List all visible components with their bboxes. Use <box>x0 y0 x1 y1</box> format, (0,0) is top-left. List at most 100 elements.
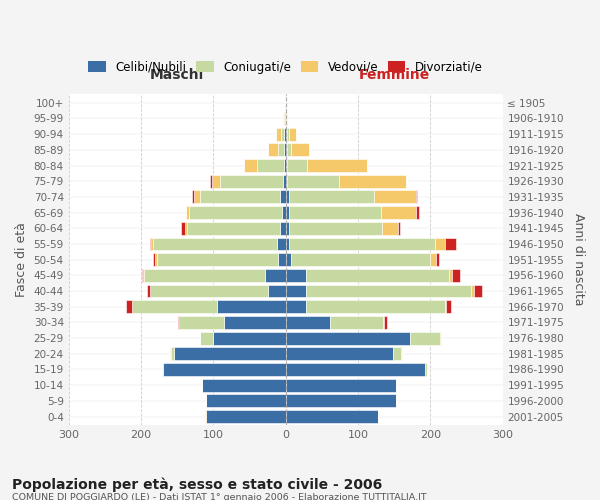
Bar <box>170 348 173 360</box>
Bar <box>213 332 286 344</box>
Bar <box>173 348 286 360</box>
Bar <box>306 269 449 282</box>
Bar <box>151 238 152 250</box>
Bar <box>283 112 284 125</box>
Bar <box>181 222 185 234</box>
Text: Femmine: Femmine <box>358 68 430 82</box>
Bar <box>224 316 286 329</box>
Bar <box>286 190 289 203</box>
Bar <box>286 112 287 125</box>
Bar <box>257 159 284 172</box>
Bar <box>410 332 440 344</box>
Text: Maschi: Maschi <box>150 68 204 82</box>
Bar <box>287 159 307 172</box>
Bar <box>280 222 286 234</box>
Bar <box>277 238 286 250</box>
Bar <box>280 190 286 203</box>
Bar <box>200 190 280 203</box>
Bar <box>286 378 396 392</box>
Bar <box>284 112 285 125</box>
Bar <box>186 206 190 219</box>
Bar <box>289 238 436 250</box>
Bar <box>286 300 306 313</box>
Y-axis label: Anni di nascita: Anni di nascita <box>572 214 585 306</box>
Bar <box>374 190 416 203</box>
Bar <box>286 284 306 298</box>
Bar <box>152 253 155 266</box>
Bar <box>392 348 401 360</box>
Bar <box>206 394 286 407</box>
Bar <box>149 238 151 250</box>
Bar <box>416 206 419 219</box>
Bar <box>283 175 286 188</box>
Bar <box>286 269 306 282</box>
Bar <box>202 378 286 392</box>
Bar <box>185 222 187 234</box>
Bar <box>194 190 200 203</box>
Bar <box>265 269 286 282</box>
Bar <box>331 316 383 329</box>
Bar <box>289 128 296 140</box>
Bar <box>286 206 289 219</box>
Bar <box>200 332 213 344</box>
Bar <box>290 144 309 156</box>
Bar <box>286 222 289 234</box>
Bar <box>286 394 396 407</box>
Bar <box>278 253 286 266</box>
Bar <box>473 284 482 298</box>
Bar <box>178 316 179 329</box>
Bar <box>244 159 257 172</box>
Bar <box>445 300 446 313</box>
Legend: Celibi/Nubili, Coniugati/e, Vedovi/e, Divorziati/e: Celibi/Nubili, Coniugati/e, Vedovi/e, Di… <box>85 57 487 77</box>
Bar <box>381 206 416 219</box>
Bar <box>452 269 460 282</box>
Bar <box>384 316 387 329</box>
Bar <box>286 159 287 172</box>
Bar <box>286 410 378 423</box>
Bar <box>206 410 286 423</box>
Bar <box>287 144 290 156</box>
Bar <box>436 253 439 266</box>
Bar <box>286 238 289 250</box>
Bar <box>471 284 473 298</box>
Bar <box>212 175 220 188</box>
Bar <box>268 144 278 156</box>
Bar <box>286 253 292 266</box>
Bar <box>282 206 286 219</box>
Bar <box>220 175 283 188</box>
Bar <box>144 269 265 282</box>
Y-axis label: Fasce di età: Fasce di età <box>15 222 28 297</box>
Bar <box>284 144 286 156</box>
Bar <box>190 206 282 219</box>
Bar <box>276 128 281 140</box>
Bar <box>268 284 286 298</box>
Bar <box>149 284 151 298</box>
Bar <box>211 175 212 188</box>
Bar <box>286 144 287 156</box>
Bar <box>142 269 143 282</box>
Bar <box>152 238 277 250</box>
Bar <box>179 316 224 329</box>
Bar <box>155 253 157 266</box>
Bar <box>289 222 382 234</box>
Bar <box>307 159 367 172</box>
Bar <box>306 300 445 313</box>
Bar <box>401 348 402 360</box>
Bar <box>205 410 206 423</box>
Bar <box>278 144 284 156</box>
Bar <box>284 128 286 140</box>
Bar <box>147 284 149 298</box>
Bar <box>416 190 417 203</box>
Bar <box>162 363 163 376</box>
Bar <box>446 300 451 313</box>
Bar <box>286 348 392 360</box>
Text: Popolazione per età, sesso e stato civile - 2006: Popolazione per età, sesso e stato civil… <box>12 478 382 492</box>
Bar <box>440 332 441 344</box>
Bar <box>131 300 217 313</box>
Bar <box>287 175 339 188</box>
Bar <box>286 316 331 329</box>
Bar <box>287 128 289 140</box>
Bar <box>445 238 456 250</box>
Bar <box>286 128 287 140</box>
Bar <box>286 363 425 376</box>
